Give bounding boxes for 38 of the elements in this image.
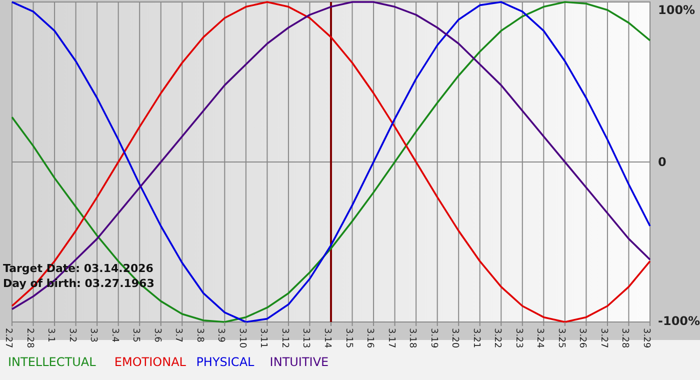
- x-tick-label: 3.7: [173, 328, 184, 342]
- x-tick-label: 3.29: [641, 328, 651, 348]
- x-tick-label: 3.27: [598, 328, 608, 348]
- text: PHYSICAL: [196, 355, 255, 369]
- text: EMOTIONAL: [114, 355, 186, 369]
- x-tick-label: 3.3: [88, 328, 98, 342]
- x-tick-label: 3.15: [343, 328, 354, 348]
- x-tick-label: 3.8: [194, 328, 204, 343]
- x-tick-label: 3.23: [513, 328, 524, 348]
- x-tick-label: 3.12: [279, 328, 290, 348]
- x-tick-label: 2.27: [3, 328, 13, 348]
- y-tick-label: 100%: [658, 3, 696, 17]
- x-tick-label: 3.18: [407, 328, 418, 348]
- x-tick-label: 3.24: [534, 328, 545, 348]
- x-tick-label: 3.1: [46, 328, 56, 342]
- x-tick-label: 3.5: [130, 328, 141, 342]
- x-tick-label: 3.13: [300, 328, 311, 348]
- x-tick-label: 3.6: [152, 328, 162, 343]
- y-tick-label: -100%: [658, 314, 700, 328]
- x-tick-label: 3.26: [577, 328, 588, 348]
- x-tick-label: 3.25: [556, 328, 566, 348]
- x-tick-label: 3.9: [216, 328, 226, 343]
- x-tick-label: 3.16: [364, 328, 375, 348]
- x-tick-label: 3.2: [66, 328, 77, 342]
- x-tick-label: 3.14: [322, 328, 332, 348]
- x-tick-label: 3.20: [450, 328, 460, 348]
- y-tick-label: 0: [658, 155, 666, 169]
- x-tick-label: 3.22: [492, 328, 502, 348]
- x-tick-label: 3.11: [258, 328, 268, 348]
- x-tick-label: 3.17: [386, 328, 396, 348]
- x-tick-label: 3.21: [470, 328, 481, 348]
- x-tick-label: 3.10: [236, 328, 247, 348]
- x-tick-label: 3.28: [620, 328, 630, 348]
- text: INTUITIVE: [270, 355, 329, 369]
- x-tick-label: 2.28: [24, 328, 34, 348]
- x-tick-label: 3.19: [428, 328, 438, 348]
- x-tick-label: 3.4: [109, 328, 120, 343]
- text: INTELLECTUAL: [8, 355, 96, 369]
